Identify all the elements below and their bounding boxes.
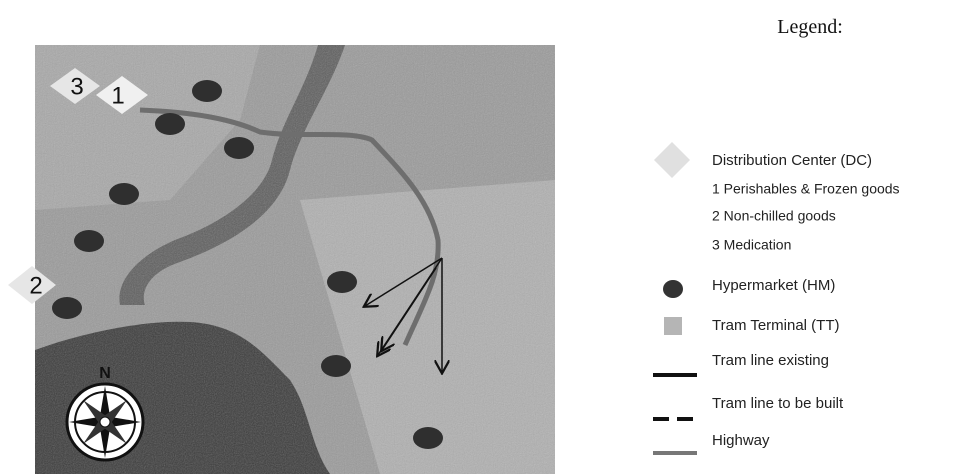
legend-dc-icon xyxy=(654,142,690,178)
compass-label: N xyxy=(99,365,111,382)
legend-item: Distribution Center (DC) xyxy=(712,152,872,169)
arrows xyxy=(365,257,442,372)
legend: Legend: Distribution Center (DC) 1 Peris… xyxy=(653,16,900,455)
legend-item: 3 Medication xyxy=(712,237,791,253)
dc-label: 1 xyxy=(111,82,124,109)
satellite-map xyxy=(35,45,555,474)
legend-item: Highway xyxy=(712,432,770,449)
dc-label: 2 xyxy=(29,272,42,299)
legend-item: 1 Perishables & Frozen goods xyxy=(712,181,900,197)
legend-item: Hypermarket (HM) xyxy=(712,277,835,294)
compass xyxy=(65,382,145,462)
legend-item: 2 Non-chilled goods xyxy=(712,208,836,224)
legend-hm-icon xyxy=(663,280,683,298)
hypermarkets xyxy=(52,80,443,449)
legend-item: Tram Terminal (TT) xyxy=(712,317,840,334)
legend-item: Tram line existing xyxy=(712,352,829,369)
legend-tt-icon xyxy=(664,317,682,335)
distribution-centers: 3 1 2 xyxy=(8,68,148,304)
dc-label: 3 xyxy=(70,73,83,100)
legend-title: Legend: xyxy=(777,16,843,38)
legend-item: Tram line to be built xyxy=(712,395,844,412)
